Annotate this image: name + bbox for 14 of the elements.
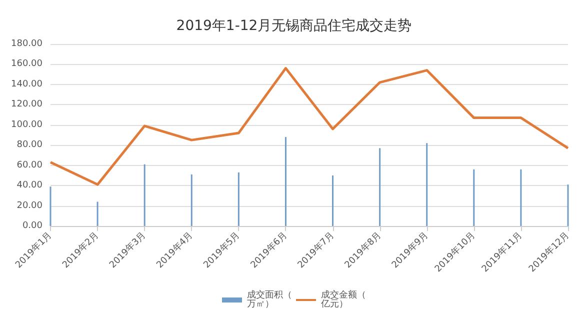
line-series <box>49 67 570 186</box>
y-tick-label: 180.00 <box>10 39 43 49</box>
y-tick-label: 120.00 <box>10 100 43 110</box>
y-tick-label: 100.00 <box>10 120 43 130</box>
y-tick-label: 0.00 <box>22 221 43 231</box>
legend-label: 成交面积（万㎡） <box>247 290 292 310</box>
y-tick-label: 20.00 <box>16 200 43 211</box>
y-tick-label: 80.00 <box>16 140 43 150</box>
y-tick-label: 40.00 <box>16 180 43 191</box>
legend-label: 成交金额（亿元） <box>320 290 366 310</box>
y-tick-label: 60.00 <box>16 160 43 170</box>
chart-title: 2019年1-12月无锡商品住宅成交走势 <box>176 18 412 34</box>
y-tick-label: 140.00 <box>10 79 43 90</box>
y-tick-label: 160.00 <box>10 59 43 70</box>
